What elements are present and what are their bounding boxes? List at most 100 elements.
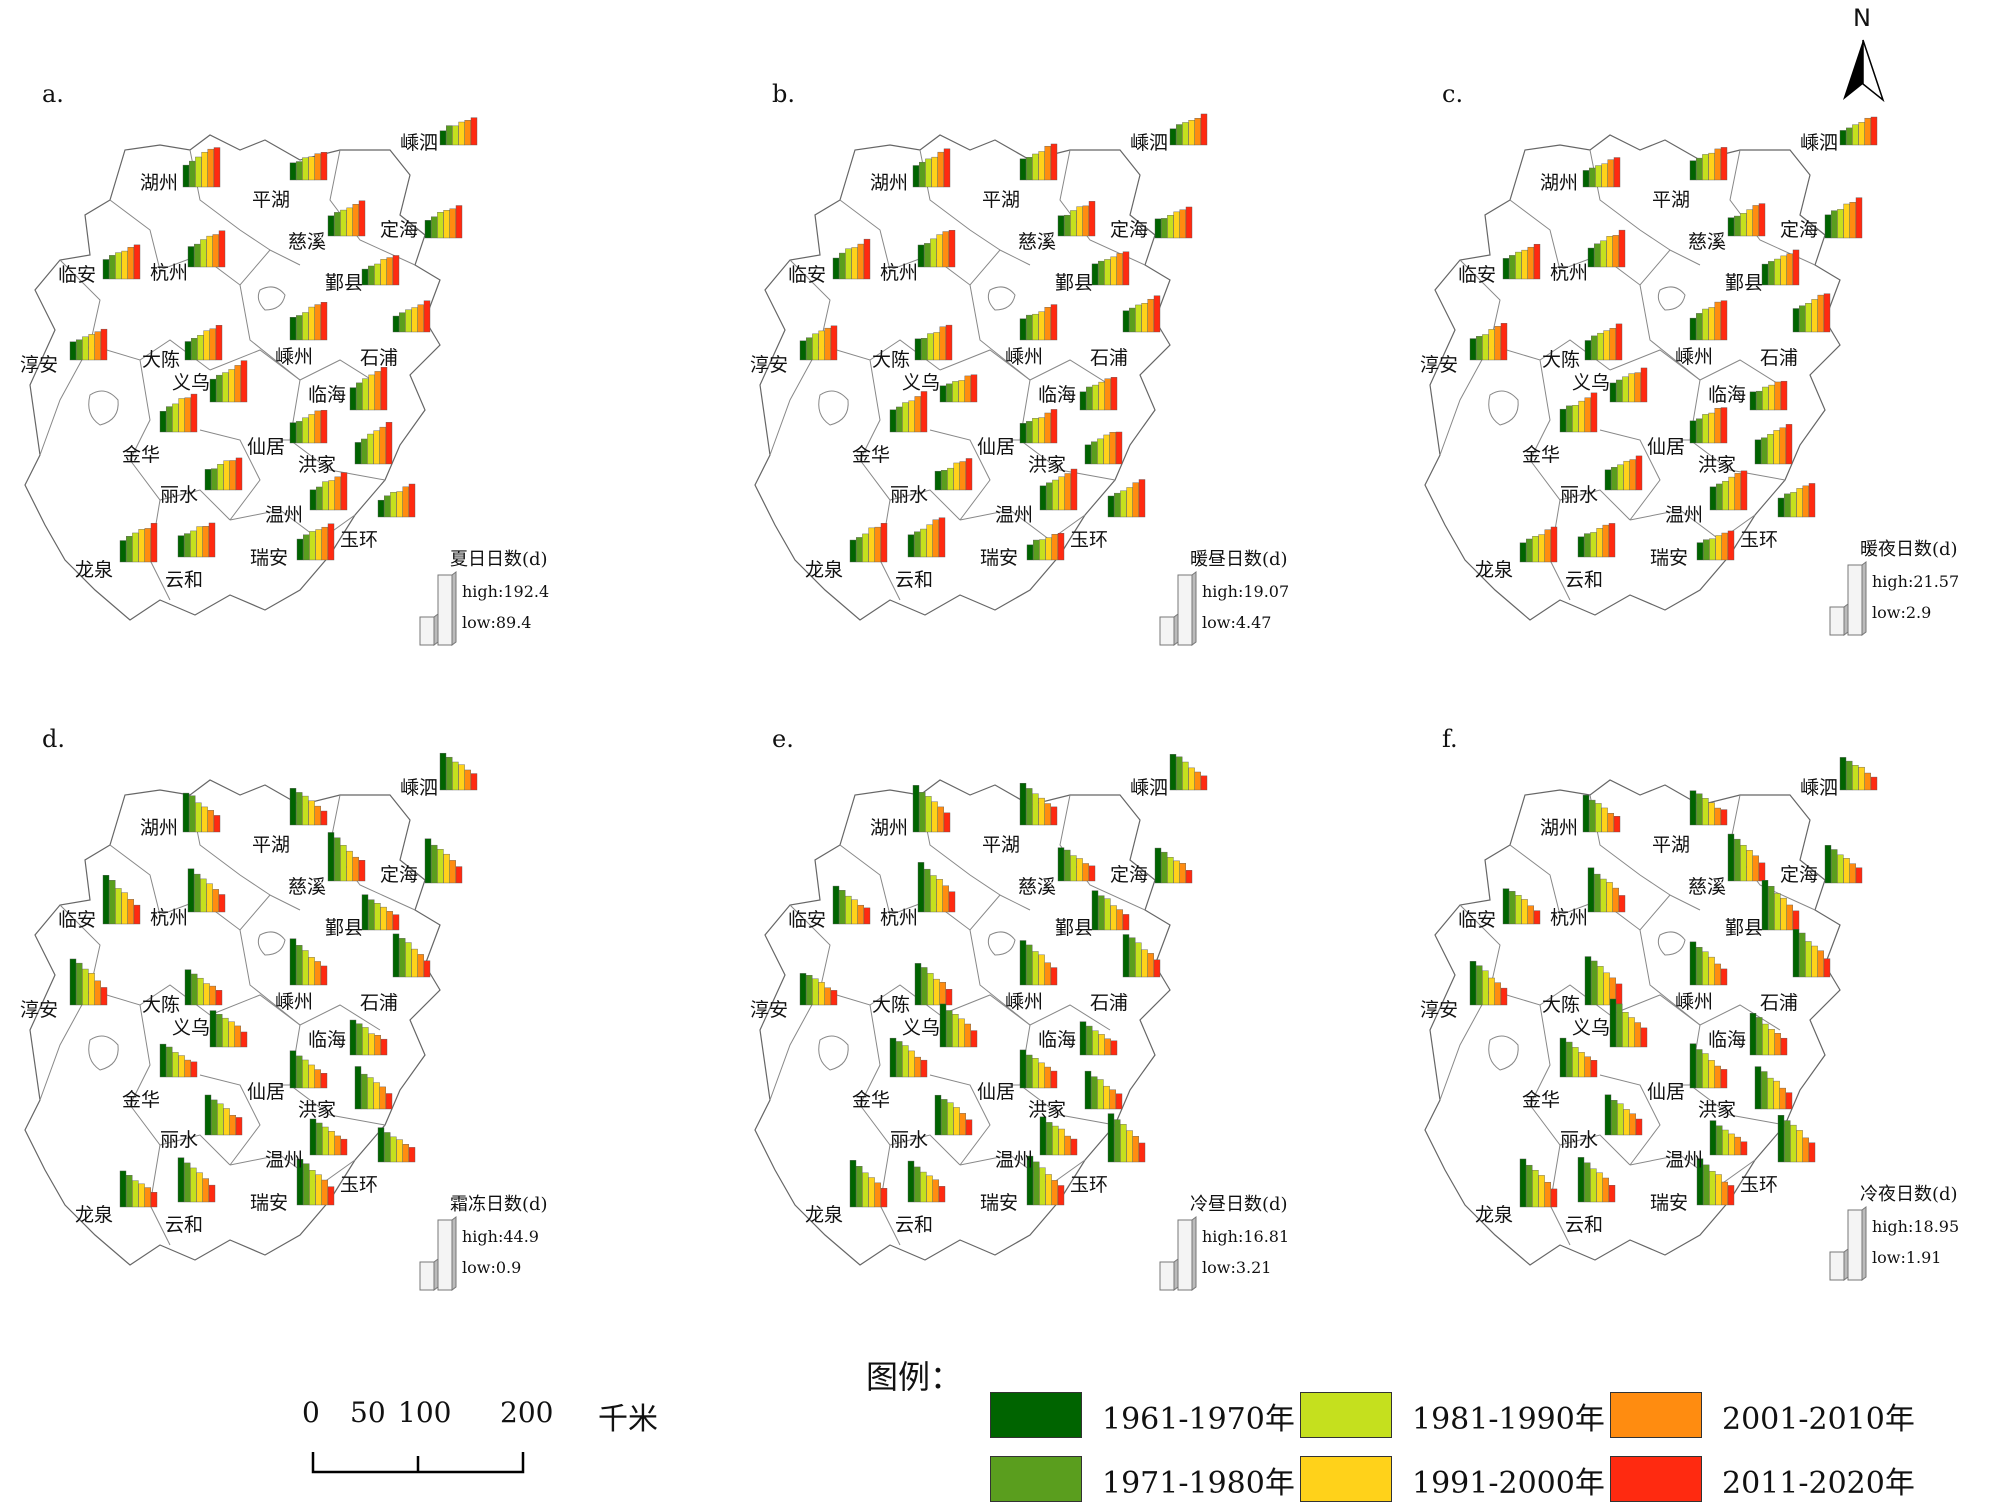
decade-bar — [1590, 532, 1597, 558]
decade-bar — [1532, 1169, 1539, 1208]
decade-bar — [308, 800, 315, 826]
panel-label: f. — [1442, 725, 1458, 753]
decade-bar — [1799, 305, 1806, 333]
decade-bar — [1488, 329, 1495, 361]
decade-bar — [361, 894, 369, 931]
decade-bar — [959, 461, 967, 491]
decade-bar — [1601, 807, 1608, 833]
decade-bar — [1104, 898, 1111, 931]
decade-bar — [132, 1180, 139, 1208]
decade-bar — [1032, 153, 1039, 181]
decade-bar — [115, 888, 122, 925]
decade-bar — [150, 1192, 158, 1208]
scale-bar-icon — [437, 1219, 453, 1291]
decade-bar — [470, 773, 478, 791]
decade-bar — [289, 1050, 297, 1089]
decade-bar — [368, 899, 375, 931]
decade-bar — [177, 1157, 185, 1203]
decade-bar — [1482, 970, 1489, 1006]
city-label: 温州 — [265, 1149, 304, 1171]
decade-bar — [1583, 533, 1591, 558]
decade-bar — [361, 1073, 368, 1110]
scale-bar-icon-side — [1191, 1216, 1197, 1291]
decade-bar — [939, 1003, 947, 1048]
decade-bar — [439, 752, 447, 791]
decade-bar — [1618, 229, 1626, 268]
city-label: 慈溪 — [288, 876, 327, 898]
decade-bar — [812, 333, 819, 361]
legend-swatch — [1300, 1456, 1392, 1502]
city-label: 平湖 — [982, 189, 1021, 211]
decade-bar — [930, 875, 937, 913]
decade-bar — [1138, 1142, 1146, 1163]
decade-bar — [1855, 867, 1863, 884]
decade-bar — [302, 157, 309, 181]
decade-bar — [1051, 1180, 1058, 1206]
decade-bar — [1092, 1030, 1099, 1056]
decade-bar — [367, 1077, 374, 1110]
city-label: 金华 — [1522, 1089, 1561, 1111]
decade-bar — [1115, 1093, 1123, 1110]
scale-bar-line — [311, 1452, 525, 1474]
scale-tick: 50 — [350, 1396, 386, 1429]
decade-bar — [830, 325, 838, 361]
decade-bar — [1703, 539, 1710, 561]
decade-bar — [1494, 982, 1502, 1006]
decade-bar — [352, 204, 359, 237]
decade-bar — [1169, 754, 1177, 791]
decade-bar — [862, 1172, 869, 1208]
city-label: 淳安 — [1420, 354, 1459, 376]
decade-bar — [187, 246, 195, 268]
decade-bar — [362, 1027, 369, 1056]
decade-bar — [1837, 209, 1844, 239]
decade-bar — [964, 1023, 972, 1048]
decade-bar — [1582, 794, 1590, 833]
decade-bar — [1525, 538, 1533, 563]
decade-bar — [1565, 405, 1573, 433]
legend-title: 图例： — [866, 1358, 963, 1396]
scale-tick: 100 — [398, 1396, 452, 1429]
decade-bar — [1728, 1133, 1735, 1156]
decade-bar — [1805, 303, 1812, 333]
scale-bar-icon — [1829, 1251, 1845, 1281]
decade-bar — [1582, 170, 1590, 188]
decade-bar — [1696, 1158, 1704, 1206]
decade-bar — [405, 309, 412, 333]
county-boundary — [239, 284, 301, 381]
decade-bar — [1076, 206, 1083, 237]
city-label: 石浦 — [1760, 992, 1799, 1014]
decade-bar — [340, 845, 347, 882]
decade-bar — [939, 982, 947, 1006]
decade-bar — [1792, 249, 1800, 286]
decade-bar — [1720, 407, 1728, 444]
scale-bar-icon — [1177, 574, 1193, 646]
decade-bar — [1584, 1056, 1592, 1078]
city-label: 龙泉 — [1475, 559, 1514, 581]
decade-bar — [206, 235, 213, 268]
decade-bar — [75, 962, 83, 1006]
decade-bar — [195, 156, 202, 188]
lake-outline — [1657, 931, 1686, 956]
decade-bar — [933, 332, 940, 361]
city-label: 慈溪 — [1018, 231, 1057, 253]
decade-bar — [1167, 215, 1174, 239]
decade-bar — [1039, 485, 1047, 511]
decade-bar — [907, 534, 915, 558]
county-boundary — [1019, 379, 1116, 481]
decade-bar — [1601, 163, 1608, 188]
decade-bar — [1623, 460, 1630, 491]
decade-bar — [178, 1055, 185, 1078]
decade-bar — [1019, 782, 1027, 826]
decade-bar — [1696, 418, 1703, 444]
city-label: 平湖 — [1652, 189, 1691, 211]
decade-bar — [1780, 1037, 1788, 1056]
decade-bar — [1104, 378, 1111, 411]
decade-bar — [970, 374, 978, 403]
decade-bar — [1796, 488, 1803, 518]
decade-bar — [1098, 260, 1105, 286]
decade-bar — [1600, 878, 1607, 913]
decade-bar — [1849, 863, 1856, 884]
province-outline — [754, 134, 1171, 621]
decade-bar — [1596, 528, 1603, 558]
decade-bar — [1752, 855, 1759, 882]
